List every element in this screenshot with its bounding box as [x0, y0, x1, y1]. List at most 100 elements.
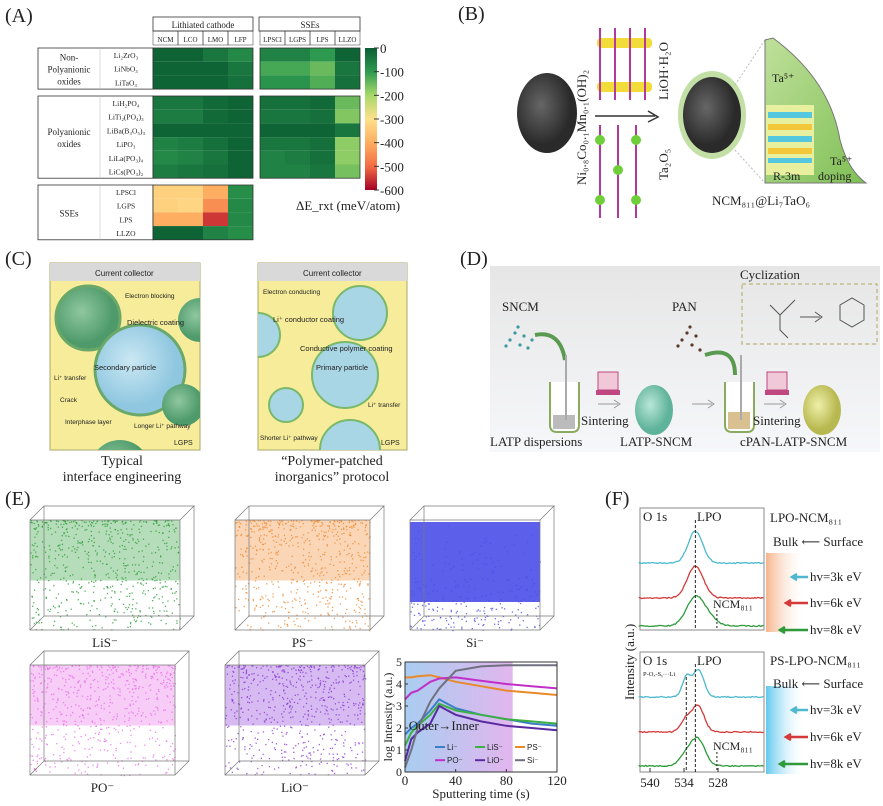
- photon-energy-label: hv=6k eV: [810, 729, 862, 744]
- oxide-structure: [595, 125, 641, 218]
- y-tick-label: 2: [396, 721, 402, 735]
- column-header: LLZO: [339, 36, 357, 44]
- cube-ps-map: [234, 505, 385, 632]
- heatmap-cell: [153, 198, 178, 213]
- sample-label: LPO-NCM₈₁₁: [770, 510, 842, 525]
- peak-label: NCM₈₁₁: [713, 597, 753, 611]
- heatmap-cell: [153, 96, 178, 110]
- row-label: Li₂ZrO₃: [114, 51, 139, 60]
- heatmap-cell: [335, 75, 360, 90]
- x-tick-label: 534: [674, 775, 694, 790]
- core-level-label: O 1s: [643, 509, 667, 524]
- y-tick-label: 0: [396, 765, 402, 779]
- column-group-header: Lithiated cathode: [172, 20, 235, 30]
- row-label: LiPO₃: [117, 140, 136, 149]
- panel-label: (A): [5, 5, 33, 27]
- row-group-label: Non-: [60, 53, 79, 63]
- typical-interface-schematic: Current collector Electron blocking Diel…: [49, 262, 201, 485]
- heatmap-cell: [310, 109, 335, 124]
- heatmap-cell: [260, 96, 285, 110]
- annotation: Crack: [60, 397, 78, 404]
- sintering-label: Sintering: [581, 413, 629, 428]
- column-header: LCO: [184, 36, 198, 44]
- heatmap-cell: [203, 226, 228, 240]
- heatmap-cell: [285, 61, 310, 76]
- arrow-icon: [783, 732, 808, 742]
- legend-label: PS⁻: [527, 743, 542, 752]
- annotation: Dielectric coating: [127, 318, 184, 327]
- heatmap-cell: [203, 198, 228, 213]
- arrow-icon: [783, 598, 808, 608]
- heatmap-cell: [285, 137, 310, 151]
- row-group-label: oxides: [57, 139, 81, 149]
- legend-label: PO⁻: [447, 756, 463, 765]
- pan-label: PAN: [672, 299, 697, 314]
- heatmap: Lithiated cathode SSEs NCM LCO LMO LFP LPSCl LG…: [37, 16, 361, 241]
- heatmap-cell: [153, 61, 178, 76]
- direction-label: Bulk ⟵ Surface: [773, 534, 863, 549]
- heatmap-cell: [228, 198, 253, 213]
- heatmap-cell: [310, 137, 335, 151]
- arrow-icon: [777, 759, 808, 769]
- ta-doping-label: Ta⁵⁺: [830, 154, 852, 168]
- core-level-label: O 1s: [643, 653, 667, 668]
- row-label: LiH₂PO₄: [113, 99, 140, 108]
- annotation: Longer Li⁺ pathway: [134, 423, 191, 430]
- series-line-3: [404, 676, 558, 701]
- furnace-icon: [596, 371, 620, 395]
- column-header: LMO: [208, 36, 224, 44]
- row-label: LiBa(B₃O₅)₃: [107, 126, 146, 135]
- annotation: LGPS: [174, 440, 193, 447]
- x-tick-label: 80: [500, 773, 513, 788]
- heatmap-cell: [203, 61, 228, 76]
- heatmap-cell: [310, 48, 335, 62]
- y-tick-label: 3: [396, 699, 402, 713]
- annotation: Li⁺ transfer: [368, 402, 401, 409]
- heatmap-cell: [228, 61, 253, 76]
- row-label: LiTaO₃: [115, 78, 137, 87]
- product-label: NCM₈₁₁@Li₇TaO₆: [712, 193, 810, 208]
- heatmap-cell: [335, 96, 360, 110]
- heatmap-cell: [285, 48, 310, 62]
- spectrum-trace: [638, 530, 764, 565]
- heatmap-cell: [203, 48, 228, 62]
- add-arrow-icon: [704, 350, 737, 376]
- heatmap-cell: [203, 150, 228, 165]
- heatmap-cell: [228, 123, 253, 138]
- arrow-icon: [789, 705, 808, 715]
- panel-f: (F) Intensity (a.u.) O 1s LPO NCM₈₁₁ LPO-NC…: [605, 488, 863, 790]
- row-label: LLZO: [116, 229, 136, 238]
- latp-sncm-particle: [635, 385, 673, 435]
- cyclization-scheme: [769, 299, 823, 339]
- row-group-label: SSEs: [59, 208, 79, 218]
- heatmap-cell: [335, 164, 360, 179]
- heatmap-cell: [260, 61, 285, 76]
- heatmap-cell: [310, 96, 335, 110]
- series-line-5: [404, 664, 557, 768]
- panel-b: (B) Ni₀.₈Co₀.₁Mn₀.₁(OH)₂ LiOH·H₂O Ta₂O₅ …: [458, 3, 868, 218]
- column-header: NCM: [158, 36, 175, 44]
- heatmap-cell: [228, 96, 253, 110]
- beaker-icon: [724, 355, 755, 433]
- panel-d: (D) SNCM PAN Cyclization Sintering Sinte…: [460, 248, 880, 452]
- legend-label: LiS⁻: [487, 743, 503, 752]
- cpan-latp-sncm-label: cPAN-LATP-SNCM: [740, 434, 848, 449]
- ta-label: Ta⁵⁺: [772, 71, 794, 85]
- column-header: LGPS: [289, 36, 306, 44]
- heatmap-cell: [260, 48, 285, 62]
- direction-label: Bulk ⟵ Surface: [773, 676, 863, 691]
- heatmap-cell: [178, 137, 203, 151]
- r3m-label: R-3m: [773, 169, 801, 183]
- caption: “Polymer-patched: [281, 454, 383, 469]
- cube-lis-map: [29, 505, 195, 631]
- legend-label: LiO⁻: [487, 756, 504, 765]
- peak-label: LPO: [697, 509, 722, 524]
- current-collector-label: Current collector: [95, 269, 154, 278]
- heatmap-cell: [178, 198, 203, 213]
- row-group-label: Polyanionic: [48, 127, 91, 137]
- plot-frame: [404, 661, 558, 773]
- coated-particle: [683, 77, 741, 153]
- heatmap-cell: [260, 123, 285, 138]
- xps-spectra: O 1s LPO NCM₈₁₁ LPO-NCM₈₁₁ Bulk ⟵ Surface hv=…: [638, 507, 863, 790]
- peak-label: LPO: [697, 653, 722, 668]
